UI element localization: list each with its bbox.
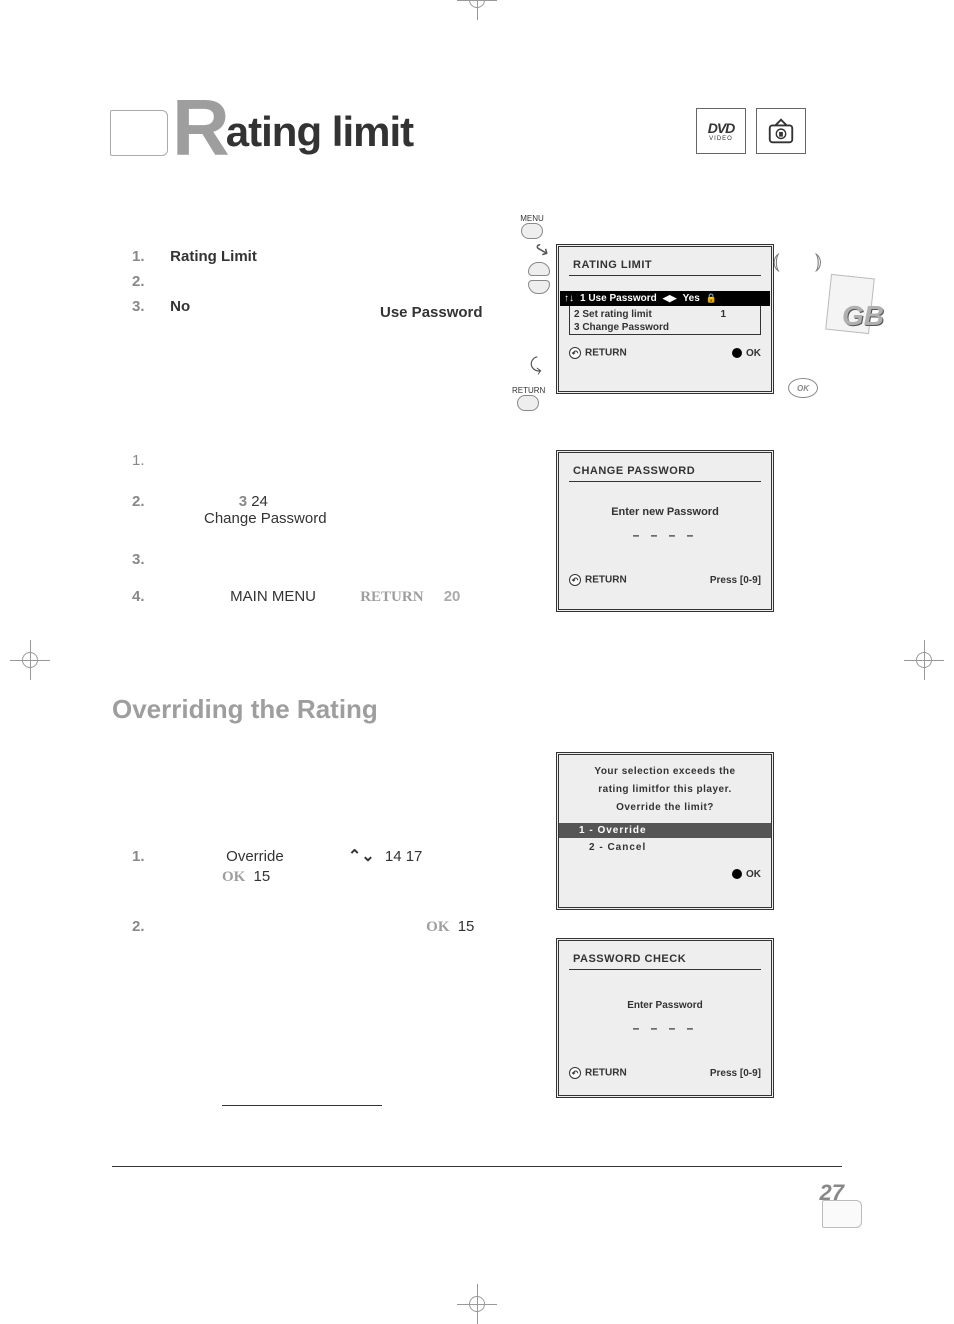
use-password-label: Use Password [380, 304, 483, 321]
step-num: 2. [132, 493, 145, 510]
panel-row: 2 Set rating limit 1 [570, 308, 760, 321]
panel-return: ↶RETURN [569, 347, 627, 359]
updown-icon: ↑↓ [564, 293, 574, 304]
title-rest: ating limit [226, 108, 413, 156]
ok-label: OK [222, 869, 245, 885]
step-num: 1. [132, 452, 145, 469]
cancel-option: 2 - Cancel [569, 838, 761, 857]
page-book-icon [822, 1200, 862, 1228]
step-label: No [170, 298, 190, 315]
ok-label: OK [426, 919, 449, 935]
dot-icon [732, 869, 742, 879]
arrow-icon: ↪ [530, 238, 554, 264]
step-num: 1. [132, 248, 166, 265]
return-icon: ↶ [569, 574, 581, 586]
page-title-block: R ating limit [110, 100, 413, 156]
up-button-icon [528, 262, 550, 276]
steps-b: 1. 2. 3 24 Change Password 3. [132, 452, 532, 592]
down-button-icon [528, 280, 550, 294]
panel-selected-row: ↑↓ 1 Use Password ◀▶ Yes 🔒 [560, 291, 770, 306]
password-dashes: – – – – [569, 528, 761, 542]
lock-icon: 🔒 [706, 293, 717, 304]
bottom-rule [112, 1166, 842, 1167]
crop-mark-bottom [457, 1284, 497, 1324]
panel-return: ↶RETURN [569, 574, 627, 586]
top-right-icons: DVD VIDEO [696, 108, 806, 154]
override-option-selected: 1 - Override [559, 823, 771, 838]
ok-oval-icon: OK [788, 378, 818, 398]
panel-return: ↶RETURN [569, 1067, 627, 1079]
return-button-icon [517, 395, 539, 411]
crop-mark-left [10, 640, 50, 680]
title-initial: R [172, 100, 230, 156]
panel-rating-limit: RATING LIMIT ↑↓ 1 Use Password ◀▶ Yes 🔒 … [556, 244, 774, 394]
nav-right-icon: ⦆ [815, 248, 822, 274]
dvd-video-icon: DVD VIDEO [696, 108, 746, 154]
leftright-icon: ◀▶ [663, 293, 677, 304]
steps-c: 1. Override ⌃⌄ 14 17 OK 15 2. OK 15 [132, 846, 532, 968]
panel-header: RATING LIMIT [569, 255, 761, 276]
main-menu-label: MAIN MENU [230, 588, 316, 605]
dot-icon [732, 348, 742, 358]
panel-override: Your selection exceeds the rating limitf… [556, 752, 774, 910]
menu-button-label: MENU [516, 214, 548, 239]
crop-mark-right [904, 640, 944, 680]
panel-header: PASSWORD CHECK [569, 949, 761, 970]
panel-header: CHANGE PASSWORD [569, 461, 761, 482]
crop-mark-top [457, 0, 497, 20]
panel-ok: OK [732, 348, 761, 359]
panel-change-password: CHANGE PASSWORD Enter new Password – – –… [556, 450, 774, 612]
step-label: Rating Limit [170, 248, 257, 265]
override-label: Override [226, 848, 284, 865]
arrow-icon: ⤹ [528, 354, 542, 377]
press-hint: Press [0-9] [710, 1068, 761, 1079]
step-num: 2. [132, 273, 166, 290]
step-num: 3. [132, 298, 166, 315]
overriding-heading: Overriding the Rating [112, 694, 378, 725]
panel-row: 3 Change Password [570, 321, 760, 334]
return-icon: ↶ [569, 347, 581, 359]
press-hint: Press [0-9] [710, 575, 761, 586]
tv-lock-icon [756, 108, 806, 154]
password-dashes: – – – – [569, 1021, 761, 1035]
change-password-label: Change Password [204, 510, 532, 527]
panel-password-check: PASSWORD CHECK Enter Password – – – – ↶R… [556, 938, 774, 1098]
small-rule [222, 1105, 382, 1106]
book-icon [110, 110, 168, 156]
return-label: RETURN [360, 589, 423, 605]
up-down-icon: ⌃⌄ [348, 848, 375, 865]
return-button-label: RETURN [512, 386, 544, 411]
return-icon: ↶ [569, 1067, 581, 1079]
step-4-row: 4. MAIN MENU RETURN 20 [132, 588, 460, 606]
gb-badge: GB [842, 300, 884, 332]
enter-password-label: Enter Password [569, 1000, 761, 1011]
step-num: 3. [132, 551, 145, 568]
panel-ok: OK [732, 869, 761, 880]
enter-new-password-label: Enter new Password [569, 506, 761, 518]
